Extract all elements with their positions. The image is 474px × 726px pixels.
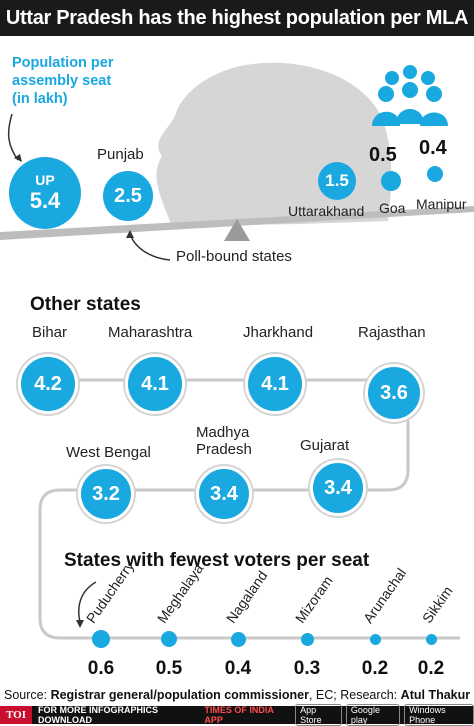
- dot-puducherry: [92, 630, 110, 648]
- footer-text: FOR MORE INFOGRAPHICS DOWNLOAD: [37, 705, 158, 725]
- section-other-states: Other states: [30, 294, 141, 315]
- page-title: Uttar Pradesh has the highest population…: [0, 0, 474, 36]
- bubble-gujarat: 3.4: [310, 460, 366, 516]
- bubble-up: UP 5.4: [9, 157, 81, 229]
- value-manipur: 0.4: [419, 137, 447, 159]
- label-madhya-line1: Madhya: [196, 424, 250, 441]
- bubble-punjab: 2.5: [103, 171, 153, 221]
- source-main: Registrar general/population commissione…: [50, 688, 309, 702]
- value-nagaland: 0.4: [224, 658, 252, 679]
- source-author: Atul Thakur: [400, 688, 471, 702]
- label-bihar: Bihar: [32, 324, 68, 341]
- seesaw-illustration: [0, 62, 474, 261]
- bubble-madhya-pradesh-value: 3.4: [210, 482, 238, 505]
- dot-arunachal: [370, 634, 381, 645]
- dot-manipur: [427, 166, 443, 182]
- footer-google-play[interactable]: Google play: [345, 704, 401, 726]
- bubble-rajasthan: 3.6: [365, 364, 423, 422]
- poll-bound-arrow: [129, 233, 171, 261]
- fewest-arrow: [76, 581, 97, 628]
- population-note: Population per assembly seat (in lakh): [12, 55, 114, 107]
- source-mid: , EC; Research:: [308, 688, 401, 702]
- label-goa: Goa: [379, 200, 406, 216]
- label-punjab: Punjab: [97, 146, 144, 163]
- label-madhya-line2: Pradesh: [196, 441, 252, 458]
- label-madhya-pradesh: Madhya Pradesh: [196, 424, 252, 458]
- footer-windows-phone[interactable]: Windows Phone: [404, 704, 474, 726]
- bubble-uttarakhand: 1.5: [318, 162, 356, 200]
- label-jharkhand: Jharkhand: [243, 324, 314, 341]
- dot-goa: [381, 171, 401, 191]
- label-poll-bound-states: Poll-bound states: [176, 248, 292, 265]
- value-goa: 0.5: [369, 144, 397, 166]
- label-manipur: Manipur: [416, 196, 467, 212]
- label-gujarat: Gujarat: [300, 437, 350, 454]
- value-mizoram: 0.3: [293, 658, 321, 679]
- dot-nagaland: [231, 632, 246, 647]
- footer-app-store[interactable]: App Store: [295, 704, 342, 726]
- bubble-maharashtra: 4.1: [125, 354, 185, 414]
- bubble-west-bengal-value: 3.2: [92, 482, 120, 505]
- bubble-jharkhand-value: 4.1: [261, 372, 289, 395]
- head-silhouette: [156, 62, 392, 226]
- label-uttarakhand: Uttarakhand: [288, 203, 365, 219]
- bubble-maharashtra-value: 4.1: [141, 372, 169, 395]
- bubble-west-bengal: 3.2: [78, 466, 134, 522]
- label-rajasthan: Rajasthan: [358, 324, 426, 341]
- value-arunachal: 0.2: [361, 658, 389, 679]
- bubble-up-value: 5.4: [29, 188, 61, 213]
- value-meghalaya: 0.5: [155, 658, 183, 679]
- bubble-bihar-value: 4.2: [34, 372, 62, 395]
- bubble-rajasthan-value: 3.6: [380, 381, 408, 404]
- label-west-bengal: West Bengal: [66, 444, 151, 461]
- bubble-uttarakhand-value: 1.5: [325, 171, 349, 190]
- note-arrow: [7, 113, 19, 161]
- bubble-gujarat-value: 3.4: [324, 476, 352, 499]
- label-maharashtra: Maharashtra: [108, 324, 193, 341]
- bubble-jharkhand: 4.1: [245, 354, 305, 414]
- bubble-punjab-value: 2.5: [114, 184, 142, 207]
- bubble-bihar: 4.2: [18, 354, 78, 414]
- dot-meghalaya: [161, 631, 177, 647]
- value-sikkim: 0.2: [417, 658, 445, 679]
- footer-bar: TOI FOR MORE INFOGRAPHICS DOWNLOAD TIMES…: [0, 704, 474, 726]
- bubble-up-label: UP: [35, 172, 55, 188]
- people-icon: [372, 65, 448, 126]
- footer-brand: TOI: [0, 706, 32, 724]
- seesaw-fulcrum: [224, 219, 250, 241]
- section-fewest-voters: States with fewest voters per seat: [64, 550, 370, 571]
- dot-mizoram: [301, 633, 314, 646]
- bubble-madhya-pradesh: 3.4: [196, 466, 252, 522]
- value-puducherry: 0.6: [87, 658, 115, 679]
- source-line: Source: Registrar general/population com…: [4, 688, 470, 702]
- dot-sikkim: [426, 634, 437, 645]
- footer-app: TIMES OF INDIA APP: [204, 705, 274, 725]
- source-prefix: Source:: [4, 688, 51, 702]
